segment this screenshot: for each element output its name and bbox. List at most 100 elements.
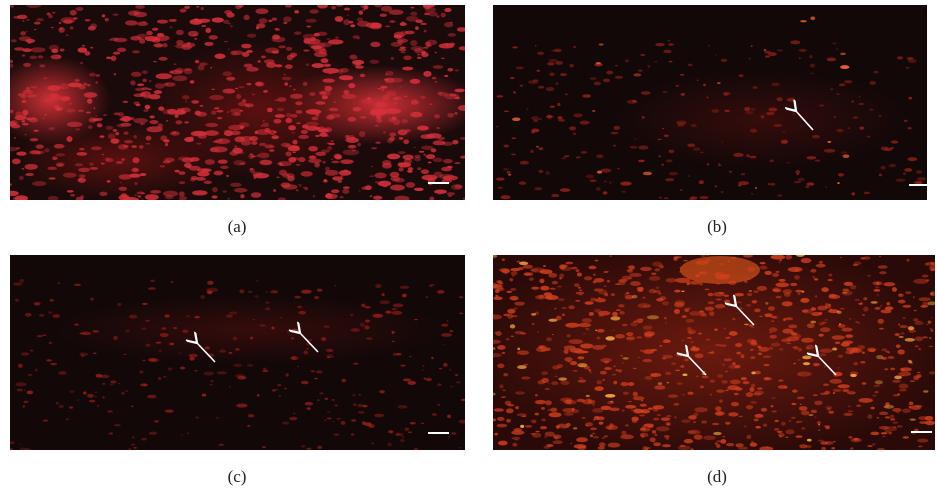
speckle bbox=[441, 323, 449, 327]
speckle bbox=[133, 446, 138, 449]
speckle bbox=[25, 30, 28, 33]
speckle bbox=[496, 423, 508, 428]
speckle bbox=[314, 377, 318, 380]
speckle bbox=[706, 255, 710, 256]
speckle bbox=[107, 133, 116, 140]
speckle bbox=[874, 390, 879, 394]
speckle bbox=[364, 319, 371, 323]
speckle bbox=[730, 256, 737, 259]
speckle bbox=[927, 320, 932, 324]
speckle bbox=[628, 277, 631, 280]
speckle bbox=[666, 414, 672, 418]
speckle bbox=[141, 327, 147, 330]
speckle bbox=[621, 362, 624, 364]
speckle bbox=[24, 163, 38, 170]
speckle bbox=[930, 329, 934, 332]
speckle bbox=[413, 146, 417, 148]
speckle bbox=[768, 346, 774, 350]
speckle bbox=[845, 350, 855, 355]
speckle bbox=[561, 307, 567, 310]
speckle bbox=[895, 344, 901, 348]
speckle bbox=[394, 195, 410, 200]
speckle bbox=[517, 347, 521, 351]
speckle bbox=[174, 45, 177, 47]
speckle bbox=[632, 391, 639, 397]
speckle bbox=[787, 266, 803, 273]
speckle bbox=[88, 117, 97, 123]
speckle bbox=[290, 356, 299, 361]
speckle bbox=[44, 113, 47, 116]
speckle bbox=[410, 40, 418, 46]
speckle bbox=[809, 55, 813, 59]
speckle bbox=[74, 323, 80, 326]
speckle bbox=[255, 26, 260, 30]
speckle bbox=[786, 97, 796, 102]
speckle bbox=[196, 142, 202, 145]
speckle bbox=[613, 144, 616, 147]
speckle bbox=[690, 448, 694, 450]
speckle bbox=[738, 74, 744, 78]
speckle bbox=[711, 108, 719, 113]
speckle bbox=[504, 271, 508, 275]
speckle bbox=[629, 272, 642, 278]
speckle bbox=[790, 282, 798, 287]
speckle bbox=[178, 171, 186, 175]
speckle bbox=[507, 308, 516, 314]
speckle bbox=[906, 258, 910, 262]
speckle bbox=[380, 181, 384, 184]
speckle bbox=[687, 430, 697, 434]
speckle bbox=[21, 54, 26, 57]
speckle bbox=[67, 82, 83, 88]
speckle bbox=[870, 406, 875, 410]
speckle bbox=[904, 168, 913, 172]
speckle bbox=[36, 150, 45, 155]
speckle bbox=[92, 352, 97, 354]
speckle bbox=[141, 437, 147, 441]
speckle bbox=[813, 416, 817, 418]
speckle bbox=[382, 185, 388, 188]
speckle bbox=[330, 140, 334, 142]
speckle bbox=[572, 370, 578, 372]
speckle bbox=[800, 20, 807, 23]
speckle bbox=[238, 86, 245, 89]
speckle bbox=[578, 293, 583, 296]
speckle bbox=[598, 43, 604, 46]
speckle bbox=[647, 64, 651, 68]
speckle bbox=[441, 333, 453, 337]
speckle bbox=[351, 419, 357, 422]
speckle bbox=[358, 190, 361, 192]
speckle bbox=[662, 339, 671, 344]
speckle bbox=[278, 45, 286, 49]
speckle bbox=[306, 25, 312, 28]
speckle bbox=[744, 279, 748, 284]
speckle bbox=[300, 185, 302, 188]
speckle bbox=[718, 163, 721, 165]
speckle bbox=[690, 341, 695, 343]
speckle bbox=[665, 371, 672, 376]
speckle bbox=[456, 27, 465, 32]
speckle bbox=[289, 93, 303, 99]
speckle bbox=[101, 14, 106, 18]
speckle bbox=[689, 280, 700, 285]
speckle bbox=[917, 320, 921, 323]
speckle bbox=[857, 321, 860, 324]
speckle bbox=[631, 416, 639, 422]
speckle bbox=[432, 140, 446, 146]
speckle bbox=[899, 367, 912, 372]
speckle bbox=[149, 127, 153, 129]
speckle bbox=[277, 384, 282, 387]
speckle bbox=[179, 366, 186, 370]
speckle bbox=[39, 64, 46, 68]
speckle bbox=[26, 117, 32, 121]
speckle bbox=[511, 153, 516, 156]
speckle bbox=[636, 318, 644, 324]
speckle bbox=[716, 282, 721, 285]
speckle bbox=[563, 349, 569, 354]
speckle bbox=[10, 39, 17, 43]
speckle bbox=[929, 336, 932, 340]
speckle bbox=[798, 373, 802, 376]
speckle bbox=[309, 92, 316, 96]
speckle bbox=[135, 103, 141, 107]
speckle bbox=[404, 95, 408, 98]
speckle bbox=[22, 122, 29, 126]
